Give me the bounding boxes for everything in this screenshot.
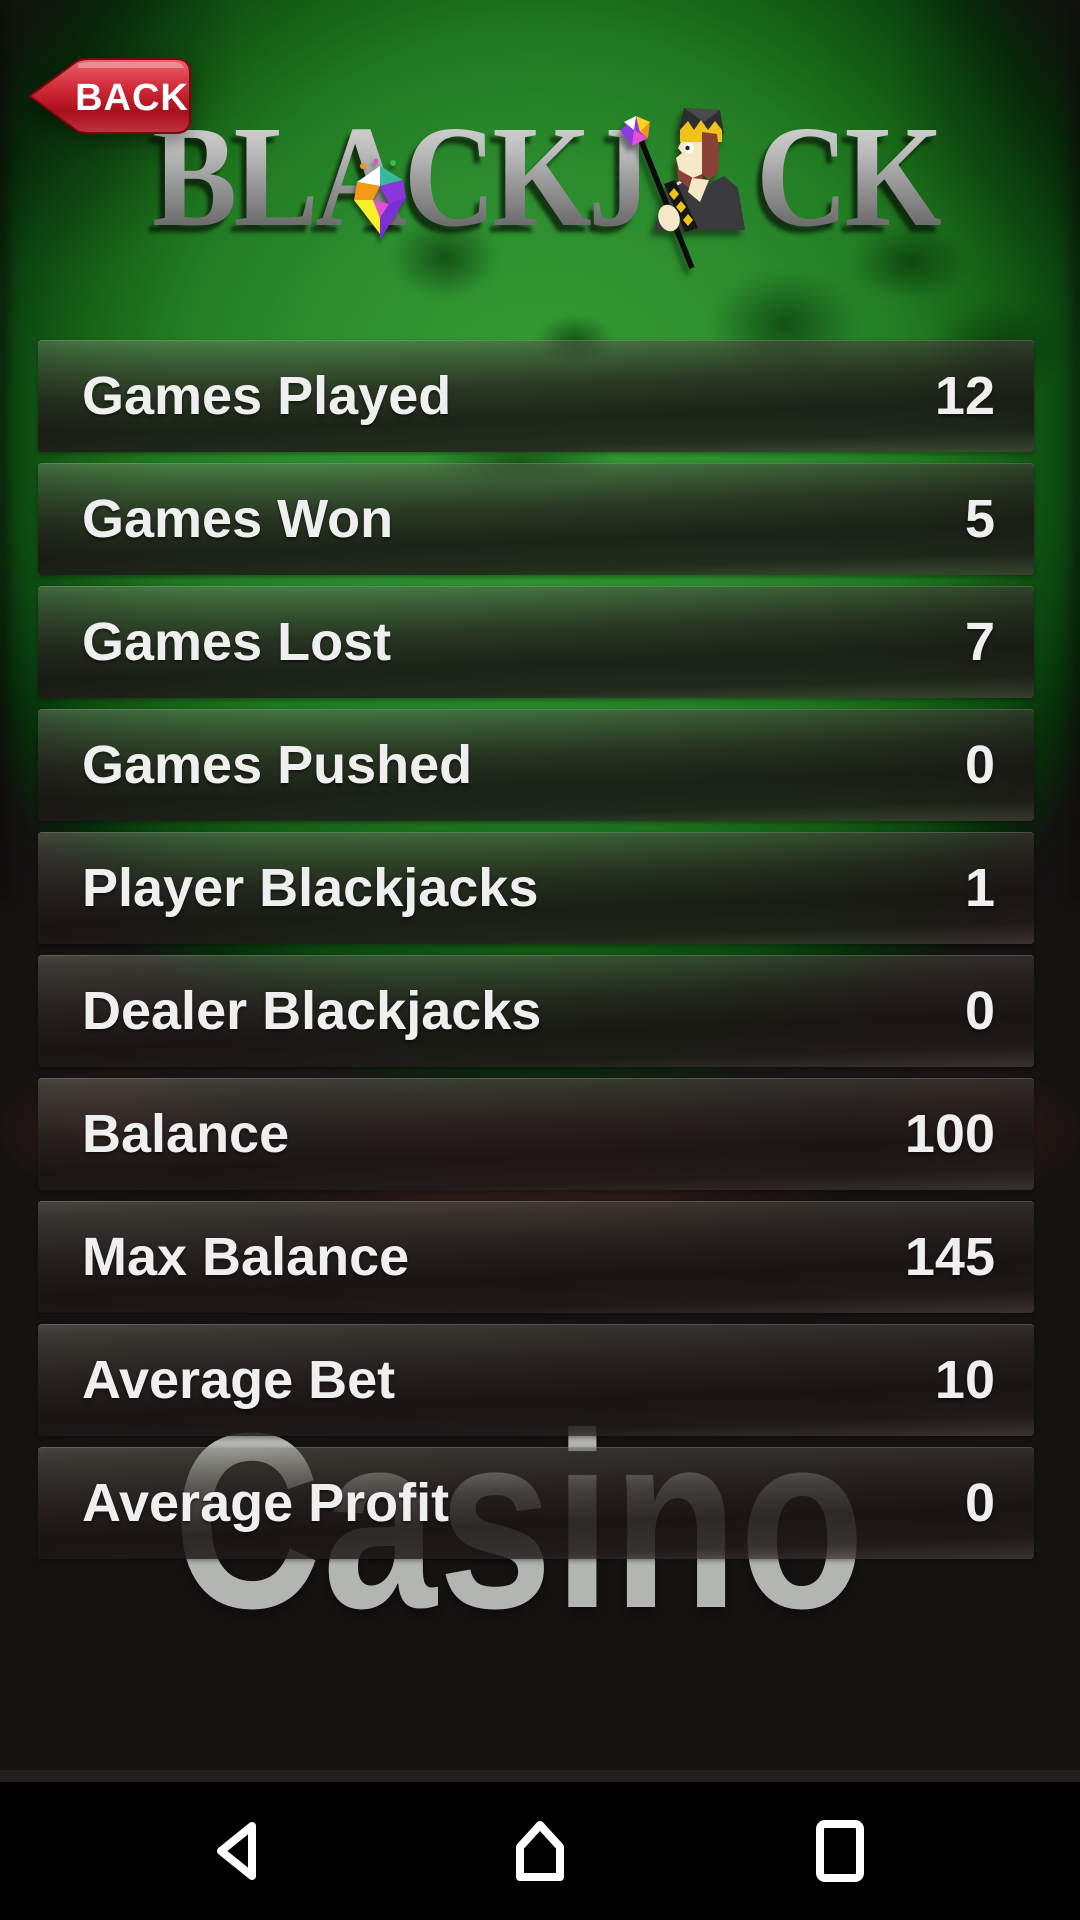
logo-text-ck: CK [756,87,944,268]
logo-text-blackj: BLACKJ [152,87,652,268]
stat-value: 5 [964,489,995,549]
felt-leaf-decor [390,215,500,300]
stat-value: 0 [964,1473,995,1533]
king-figure-icon [620,108,745,270]
stat-label: Games Lost [82,612,392,672]
stat-label: Player Blackjacks [82,858,539,918]
stat-row-average-profit: Average Profit 0 [38,1447,1034,1559]
stat-value: 145 [904,1227,995,1287]
stat-row-dealer-blackjacks: Dealer Blackjacks 0 [38,955,1034,1067]
stat-label: Games Won [82,489,394,549]
stat-row-average-bet: Average Bet 10 [38,1324,1034,1436]
stat-value: 12 [934,366,995,426]
stat-row-games-won: Games Won 5 [38,463,1034,575]
stat-label: Games Played [82,366,452,426]
back-button[interactable]: BACK [20,50,200,142]
stat-value: 1 [964,858,995,918]
stat-row-max-balance: Max Balance 145 [38,1201,1034,1313]
android-navbar [0,1770,1080,1920]
felt-leaf-decor [850,225,970,300]
back-button-label: BACK [75,77,189,119]
stat-label: Average Profit [82,1473,450,1533]
stat-row-games-pushed: Games Pushed 0 [38,709,1034,821]
stat-value: 0 [964,981,995,1041]
diamond-gem-icon [354,158,406,240]
table-rim-left [0,0,16,900]
stat-value: 10 [934,1350,995,1410]
stat-row-player-blackjacks: Player Blackjacks 1 [38,832,1034,944]
nav-home-icon[interactable] [508,1819,572,1883]
stat-value: 0 [964,735,995,795]
stat-row-balance: Balance 100 [38,1078,1034,1190]
back-arrow-icon [28,58,191,134]
stat-row-games-played: Games Played 12 [38,340,1034,452]
stat-label: Dealer Blackjacks [82,981,542,1041]
nav-recents-icon[interactable] [808,1819,872,1883]
stat-label: Games Pushed [82,735,473,795]
table-rim-right [1064,0,1080,900]
stat-label: Balance [82,1104,290,1164]
stat-value: 100 [904,1104,995,1164]
stat-value: 7 [964,612,995,672]
stat-label: Average Bet [82,1350,396,1410]
stat-row-games-lost: Games Lost 7 [38,586,1034,698]
nav-back-icon[interactable] [208,1819,272,1883]
stat-label: Max Balance [82,1227,410,1287]
